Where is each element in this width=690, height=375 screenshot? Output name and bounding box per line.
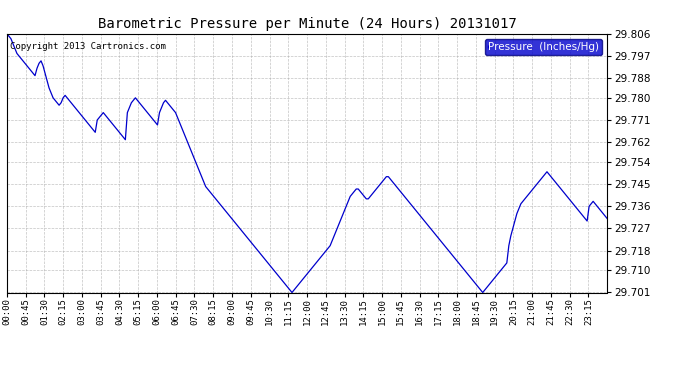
Text: Copyright 2013 Cartronics.com: Copyright 2013 Cartronics.com — [10, 42, 166, 51]
Legend: Pressure  (Inches/Hg): Pressure (Inches/Hg) — [485, 39, 602, 55]
Title: Barometric Pressure per Minute (24 Hours) 20131017: Barometric Pressure per Minute (24 Hours… — [98, 17, 516, 31]
